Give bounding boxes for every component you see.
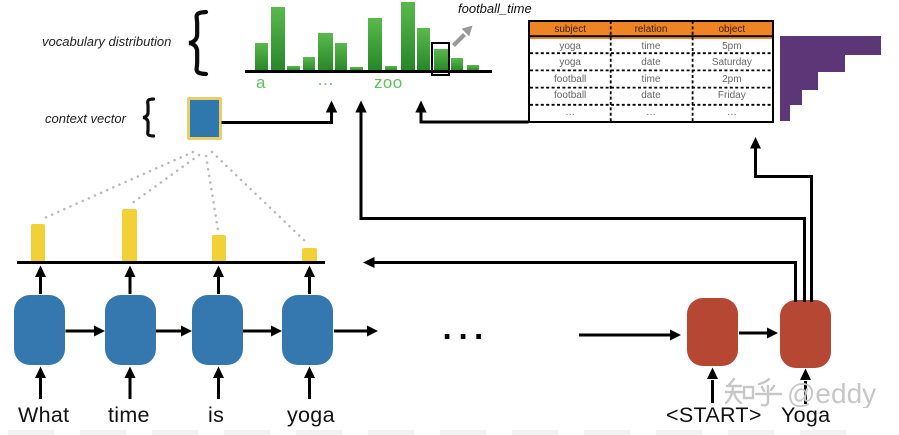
svg-text:@eddy: @eddy (787, 378, 876, 408)
